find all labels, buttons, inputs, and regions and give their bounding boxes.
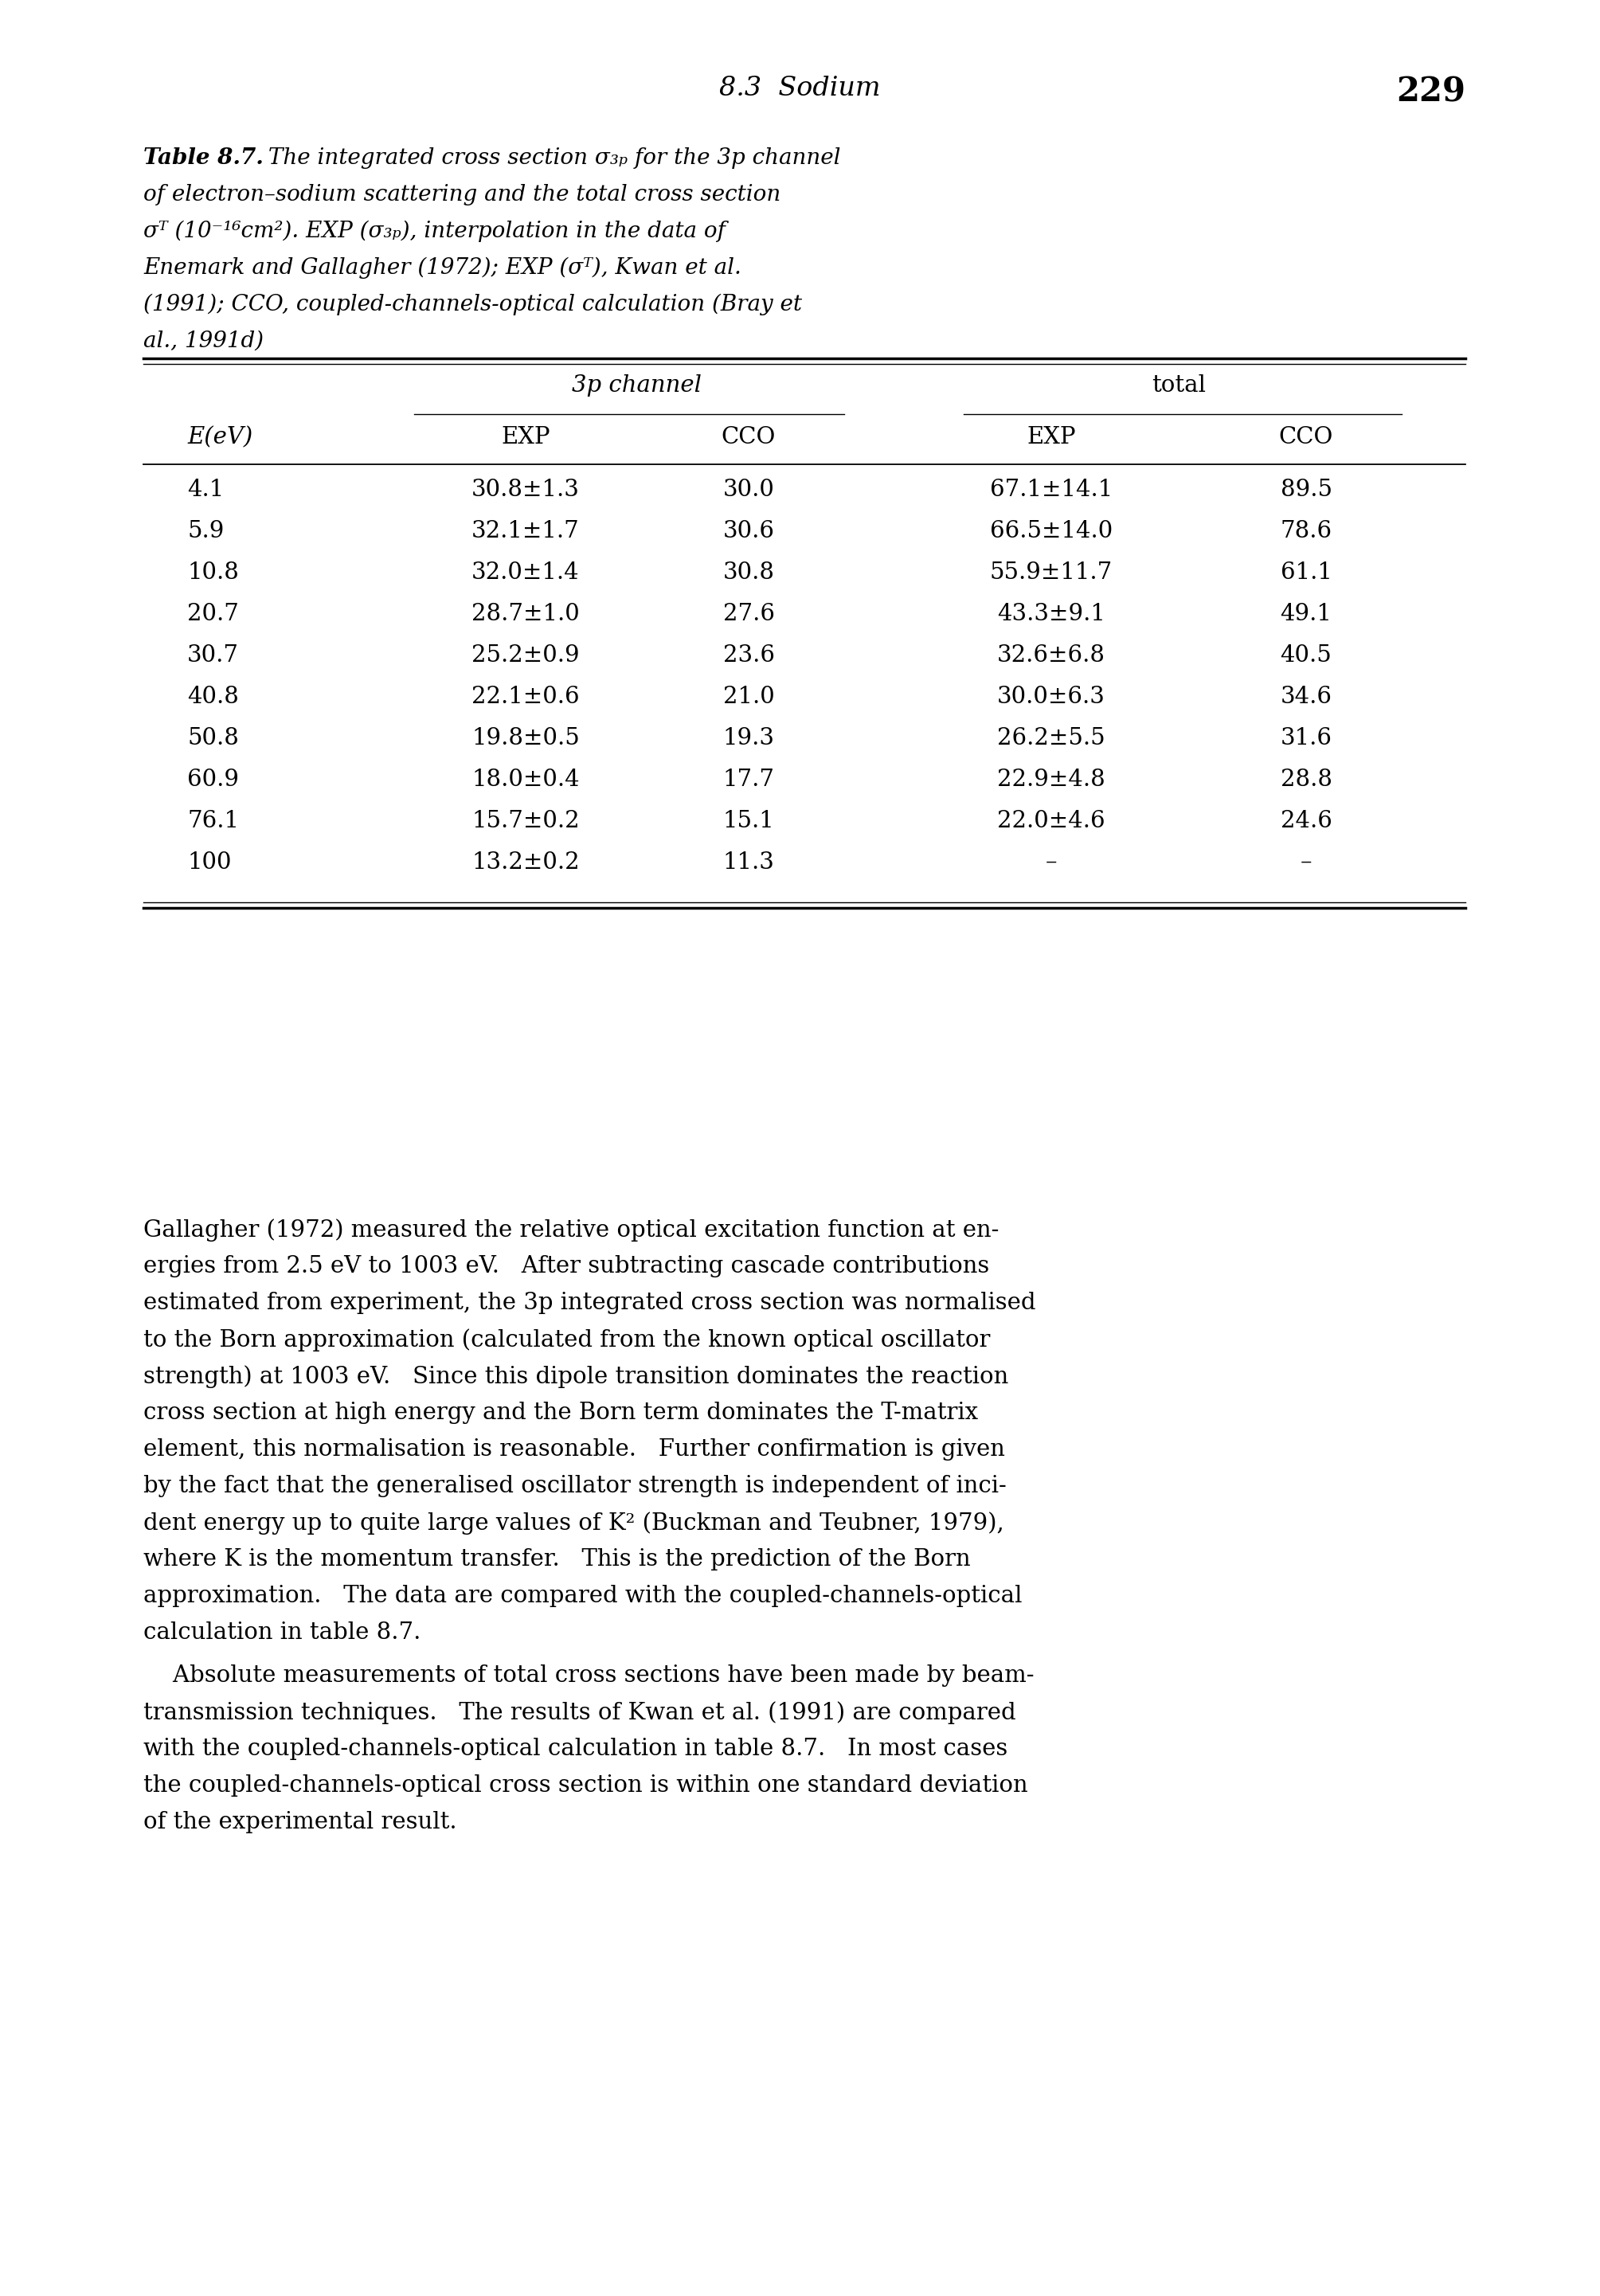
Text: 22.1±0.6: 22.1±0.6 bbox=[472, 687, 579, 707]
Text: 15.1: 15.1 bbox=[723, 810, 774, 831]
Text: (1991); CCO, coupled-channels-optical calculation (Bray et: (1991); CCO, coupled-channels-optical ca… bbox=[144, 294, 802, 315]
Text: 43.3±9.1: 43.3±9.1 bbox=[997, 604, 1106, 625]
Text: to the Born approximation (calculated from the known optical oscillator: to the Born approximation (calculated fr… bbox=[144, 1329, 990, 1352]
Text: 26.2±5.5: 26.2±5.5 bbox=[997, 728, 1106, 748]
Text: 61.1: 61.1 bbox=[1280, 563, 1331, 583]
Text: strength) at 1003 eV.   Since this dipole transition dominates the reaction: strength) at 1003 eV. Since this dipole … bbox=[144, 1366, 1008, 1389]
Text: 25.2±0.9: 25.2±0.9 bbox=[472, 645, 579, 666]
Text: 28.7±1.0: 28.7±1.0 bbox=[472, 604, 579, 625]
Text: 17.7: 17.7 bbox=[723, 769, 774, 790]
Text: 49.1: 49.1 bbox=[1280, 604, 1331, 625]
Text: 30.0: 30.0 bbox=[723, 478, 774, 501]
Text: 20.7: 20.7 bbox=[187, 604, 238, 625]
Text: dent energy up to quite large values of K² (Buckman and Teubner, 1979),: dent energy up to quite large values of … bbox=[144, 1511, 1005, 1534]
Text: 67.1±14.1: 67.1±14.1 bbox=[990, 478, 1112, 501]
Text: 30.0±6.3: 30.0±6.3 bbox=[997, 687, 1106, 707]
Text: calculation in table 8.7.: calculation in table 8.7. bbox=[144, 1621, 421, 1644]
Text: –: – bbox=[1301, 852, 1312, 875]
Text: ergies from 2.5 eV to 1003 eV.   After subtracting cascade contributions: ergies from 2.5 eV to 1003 eV. After sub… bbox=[144, 1256, 989, 1277]
Text: 4.1: 4.1 bbox=[187, 478, 224, 501]
Text: cross section at high energy and the Born term dominates the T-matrix: cross section at high energy and the Bor… bbox=[144, 1401, 978, 1424]
Text: σᵀ (10⁻¹⁶cm²). EXP (σ₃ₚ), interpolation in the data of: σᵀ (10⁻¹⁶cm²). EXP (σ₃ₚ), interpolation … bbox=[144, 220, 725, 243]
Text: CCO: CCO bbox=[722, 427, 776, 448]
Text: of the experimental result.: of the experimental result. bbox=[144, 1812, 458, 1832]
Text: 19.3: 19.3 bbox=[723, 728, 774, 748]
Text: 32.0±1.4: 32.0±1.4 bbox=[472, 563, 579, 583]
Text: estimated from experiment, the 3p integrated cross section was normalised: estimated from experiment, the 3p integr… bbox=[144, 1293, 1035, 1313]
Text: –: – bbox=[1045, 852, 1058, 875]
Text: 78.6: 78.6 bbox=[1280, 521, 1333, 542]
Text: EXP: EXP bbox=[501, 427, 550, 448]
Text: Gallagher (1972) measured the relative optical excitation function at en-: Gallagher (1972) measured the relative o… bbox=[144, 1219, 998, 1242]
Text: the coupled-channels-optical cross section is within one standard deviation: the coupled-channels-optical cross secti… bbox=[144, 1775, 1027, 1798]
Text: CCO: CCO bbox=[1278, 427, 1333, 448]
Text: of electron–sodium scattering and the total cross section: of electron–sodium scattering and the to… bbox=[144, 184, 781, 204]
Text: 13.2±0.2: 13.2±0.2 bbox=[472, 852, 579, 875]
Text: Absolute measurements of total cross sections have been made by beam-: Absolute measurements of total cross sec… bbox=[144, 1665, 1034, 1688]
Text: transmission techniques.   The results of Kwan et al. (1991) are compared: transmission techniques. The results of … bbox=[144, 1701, 1016, 1724]
Text: 23.6: 23.6 bbox=[723, 645, 774, 666]
Text: 30.6: 30.6 bbox=[723, 521, 774, 542]
Text: where K is the momentum transfer.   This is the prediction of the Born: where K is the momentum transfer. This i… bbox=[144, 1548, 971, 1570]
Text: 3p channel: 3p channel bbox=[573, 374, 702, 397]
Text: 22.9±4.8: 22.9±4.8 bbox=[997, 769, 1106, 790]
Text: 32.1±1.7: 32.1±1.7 bbox=[472, 521, 579, 542]
Text: 30.8: 30.8 bbox=[723, 563, 774, 583]
Text: E(eV): E(eV) bbox=[187, 427, 253, 448]
Text: 5.9: 5.9 bbox=[187, 521, 224, 542]
Text: 22.0±4.6: 22.0±4.6 bbox=[997, 810, 1106, 831]
Text: 229: 229 bbox=[1397, 76, 1466, 110]
Text: by the fact that the generalised oscillator strength is independent of inci-: by the fact that the generalised oscilla… bbox=[144, 1474, 1006, 1497]
Text: 66.5±14.0: 66.5±14.0 bbox=[990, 521, 1112, 542]
Text: 55.9±11.7: 55.9±11.7 bbox=[990, 563, 1112, 583]
Text: 76.1: 76.1 bbox=[187, 810, 238, 831]
Text: 11.3: 11.3 bbox=[723, 852, 774, 875]
Text: 21.0: 21.0 bbox=[723, 687, 774, 707]
Text: 28.8: 28.8 bbox=[1280, 769, 1333, 790]
Text: 30.7: 30.7 bbox=[187, 645, 238, 666]
Text: 100: 100 bbox=[187, 852, 232, 875]
Text: 31.6: 31.6 bbox=[1280, 728, 1333, 748]
Text: 27.6: 27.6 bbox=[723, 604, 774, 625]
Text: total: total bbox=[1152, 374, 1206, 397]
Text: Enemark and Gallagher (1972); EXP (σᵀ), Kwan et al.: Enemark and Gallagher (1972); EXP (σᵀ), … bbox=[144, 257, 741, 280]
Text: 40.5: 40.5 bbox=[1280, 645, 1331, 666]
Text: approximation.   The data are compared with the coupled-channels-optical: approximation. The data are compared wit… bbox=[144, 1584, 1022, 1607]
Text: 50.8: 50.8 bbox=[187, 728, 238, 748]
Text: 89.5: 89.5 bbox=[1280, 478, 1333, 501]
Text: 30.8±1.3: 30.8±1.3 bbox=[472, 478, 579, 501]
Text: 24.6: 24.6 bbox=[1280, 810, 1331, 831]
Text: element, this normalisation is reasonable.   Further confirmation is given: element, this normalisation is reasonabl… bbox=[144, 1437, 1005, 1460]
Text: 60.9: 60.9 bbox=[187, 769, 238, 790]
Text: al., 1991d): al., 1991d) bbox=[144, 331, 264, 351]
Text: 18.0±0.4: 18.0±0.4 bbox=[472, 769, 579, 790]
Text: The integrated cross section σ₃ₚ for the 3p channel: The integrated cross section σ₃ₚ for the… bbox=[261, 147, 840, 170]
Text: 19.8±0.5: 19.8±0.5 bbox=[472, 728, 579, 748]
Text: 34.6: 34.6 bbox=[1280, 687, 1333, 707]
Text: 40.8: 40.8 bbox=[187, 687, 238, 707]
Text: 8.3  Sodium: 8.3 Sodium bbox=[718, 76, 880, 101]
Text: 15.7±0.2: 15.7±0.2 bbox=[472, 810, 579, 831]
Text: EXP: EXP bbox=[1027, 427, 1075, 448]
Text: Table 8.7.: Table 8.7. bbox=[144, 147, 264, 170]
Text: with the coupled-channels-optical calculation in table 8.7.   In most cases: with the coupled-channels-optical calcul… bbox=[144, 1738, 1008, 1761]
Text: 10.8: 10.8 bbox=[187, 563, 238, 583]
Text: 32.6±6.8: 32.6±6.8 bbox=[997, 645, 1106, 666]
